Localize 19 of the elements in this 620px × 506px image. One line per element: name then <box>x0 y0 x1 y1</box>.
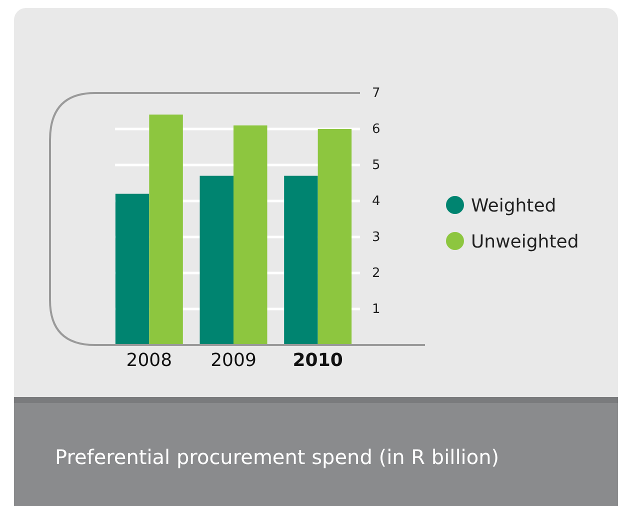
text: Preferential procurement spend (in R billion) <box>55 445 500 469</box>
y-tick-label: 2 <box>372 266 380 282</box>
bar <box>318 129 352 345</box>
y-tick-label: 5 <box>372 158 380 174</box>
x-tick-label: 2009 <box>210 350 256 371</box>
x-tick-label: 2008 <box>126 350 172 371</box>
y-tick-label: 3 <box>372 230 380 246</box>
y-tick-label: 6 <box>372 122 380 138</box>
bar <box>284 176 318 345</box>
legend-label: Unweighted <box>471 231 579 252</box>
bar <box>234 125 268 345</box>
x-tick-label: 2010 <box>292 350 343 371</box>
y-tick-label: 4 <box>372 194 380 210</box>
bar <box>200 176 234 345</box>
legend-label: Weighted <box>471 195 556 216</box>
bar <box>115 194 150 345</box>
y-tick-label: 7 <box>372 86 380 102</box>
bar <box>149 114 183 345</box>
y-tick-label: 1 <box>372 302 380 318</box>
